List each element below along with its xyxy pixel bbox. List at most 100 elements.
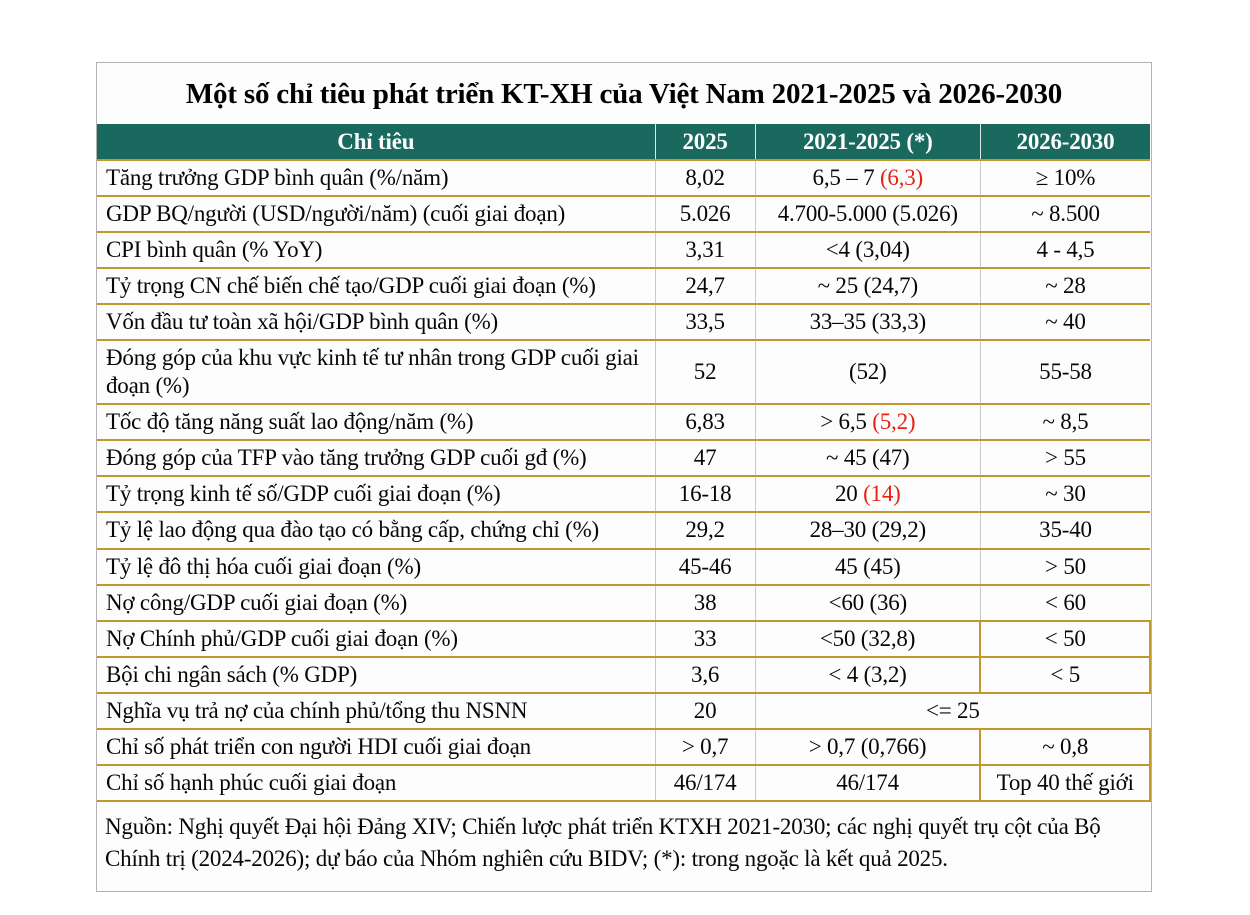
value-plan: 45 (45): [754, 547, 981, 585]
table-row: Chỉ số phát triển con người HDI cuối gia…: [97, 727, 1151, 765]
plan-result-red: (14): [863, 481, 901, 507]
indicator-label: Chỉ số hạnh phúc cuối giai đoạn: [97, 763, 656, 802]
header-row: Chỉ tiêu 2025 2021-2025 (*) 2026-2030: [97, 124, 1150, 160]
value-plan: 33–35 (33,3): [754, 303, 981, 341]
table-row: Tỷ lệ lao động qua đào tạo có bằng cấp, …: [97, 511, 1150, 549]
table-row: Vốn đầu tư toàn xã hội/GDP bình quân (%)…: [97, 303, 1150, 341]
value-2026-2030: < 60: [979, 583, 1150, 621]
value-plan: 20 (14): [754, 475, 981, 513]
table-row: Đóng góp của TFP vào tăng trưởng GDP cuố…: [97, 439, 1150, 477]
table-row: CPI bình quân (% YoY) 3,31 <4 (3,04) 4 -…: [97, 231, 1150, 269]
table-row: Đóng góp của khu vực kinh tế tư nhân tro…: [97, 339, 1150, 405]
indicator-label: Tỷ trọng kinh tế số/GDP cuối giai đoạn (…: [97, 475, 656, 513]
value-2025: > 0,7: [654, 727, 756, 765]
value-2026-2030: ~ 8,5: [979, 403, 1150, 441]
indicator-label: Nghĩa vụ trả nợ của chính phủ/tổng thu N…: [97, 691, 656, 729]
value-plan: ~ 45 (47): [754, 439, 981, 477]
value-2025: 33: [654, 619, 756, 657]
value-2026-2030: 55-58: [979, 339, 1150, 405]
plan-main: ~ 45 (47): [826, 445, 910, 471]
value-plan: > 0,7 (0,766): [754, 727, 981, 765]
plan-main: <4 (3,04): [825, 237, 910, 263]
value-2025: 16-18: [654, 475, 756, 513]
value-plan: ~ 25 (24,7): [754, 267, 981, 305]
value-2026-2030: ~ 40: [979, 303, 1150, 341]
indicator-label: Bội chi ngân sách (% GDP): [97, 655, 656, 693]
indicator-label: Tỷ lệ lao động qua đào tạo có bằng cấp, …: [97, 511, 656, 549]
table-row: GDP BQ/người (USD/người/năm) (cuối giai …: [97, 195, 1150, 233]
plan-main: > 0,7 (0,766): [808, 733, 927, 759]
value-2026-2030: ~ 0,8: [979, 727, 1151, 765]
plan-main: ~ 25 (24,7): [817, 273, 919, 299]
value-2026-2030: Top 40 thế giới: [979, 763, 1151, 802]
table-row: Tỷ trọng CN chế biến chế tạo/GDP cuối gi…: [97, 267, 1150, 305]
value-2026-2030: ~ 30: [979, 475, 1150, 513]
table-row: Nợ công/GDP cuối giai đoạn (%) 38 <60 (3…: [97, 583, 1150, 621]
indicator-label: Tỷ trọng CN chế biến chế tạo/GDP cuối gi…: [97, 267, 656, 305]
column-header-2026-2030: 2026-2030: [979, 124, 1150, 160]
plan-main: 20: [834, 481, 864, 507]
plan-result-red: (6,3): [879, 165, 924, 190]
value-2025: 20: [654, 691, 756, 729]
value-plan: 4.700-5.000 (5.026): [754, 195, 981, 233]
value-2025: 24,7: [654, 267, 756, 305]
value-2026-2030: 4 - 4,5: [979, 231, 1150, 269]
value-2025: 38: [654, 583, 756, 621]
value-2025: 6,83: [654, 403, 756, 441]
plan-main: 28–30 (29,2): [809, 517, 927, 543]
value-2025: 29,2: [654, 511, 756, 549]
column-header-2025: 2025: [654, 124, 756, 160]
table-row: Tốc độ tăng năng suất lao động/năm (%) 6…: [97, 403, 1150, 441]
plan-main: 45 (45): [834, 553, 901, 579]
value-2025: 46/174: [654, 763, 756, 802]
table-row: Chỉ số hạnh phúc cuối giai đoạn 46/174 4…: [97, 763, 1151, 802]
plan-main: 4.700-5.000 (5.026): [777, 201, 958, 227]
value-2025: 33,5: [654, 303, 756, 341]
indicator-label: Chỉ số phát triển con người HDI cuối gia…: [97, 727, 656, 765]
indicator-label: CPI bình quân (% YoY): [97, 231, 656, 269]
value-plan: 6,5 – 7 (6,3): [754, 158, 981, 197]
indicator-label: Tăng trưởng GDP bình quân (%/năm): [97, 158, 656, 197]
plan-main: < 4 (3,2): [828, 661, 907, 687]
indicator-label: GDP BQ/người (USD/người/năm) (cuối giai …: [97, 195, 656, 233]
table-row: Bội chi ngân sách (% GDP) 3,6 < 4 (3,2) …: [97, 655, 1151, 693]
indicator-label: Tỷ lệ đô thị hóa cuối giai đoạn (%): [97, 547, 656, 585]
plan-main: (52): [849, 359, 887, 385]
value-2026-2030: < 5: [979, 655, 1151, 693]
value-plan: <4 (3,04): [754, 231, 981, 269]
value-2026-2030: ~ 28: [979, 267, 1150, 305]
value-2025: 3,31: [654, 231, 756, 269]
plan-main: 33–35 (33,3): [809, 309, 927, 335]
column-header-indicator: Chỉ tiêu: [97, 124, 656, 160]
value-2026-2030: > 55: [979, 439, 1150, 477]
value-plan: > 6,5 (5,2): [754, 403, 981, 441]
table-row: Tỷ trọng kinh tế số/GDP cuối giai đoạn (…: [97, 475, 1150, 513]
page-title: Một số chỉ tiêu phát triển KT-XH của Việ…: [185, 78, 1063, 110]
value-2026-2030: ~ 8.500: [979, 195, 1150, 233]
value-2025: 47: [654, 439, 756, 477]
indicator-label: Đóng góp của TFP vào tăng trưởng GDP cuố…: [97, 439, 656, 477]
value-plan: <60 (36): [754, 583, 981, 621]
value-2025: 5.026: [654, 195, 756, 233]
table-row: Nợ Chính phủ/GDP cuối giai đoạn (%) 33 <…: [97, 619, 1151, 657]
indicator-label: Vốn đầu tư toàn xã hội/GDP bình quân (%): [97, 303, 656, 341]
value-2025: 52: [654, 339, 756, 405]
plan-main: <= 25: [925, 697, 980, 723]
value-plan-merged: <= 25: [754, 691, 1150, 729]
value-plan: <50 (32,8): [754, 619, 981, 657]
plan-main: <60 (36): [828, 589, 908, 615]
plan-main: > 6,5: [820, 409, 873, 435]
plan-main: <50 (32,8): [819, 625, 916, 651]
value-2025: 45-46: [654, 547, 756, 585]
table-frame: Một số chỉ tiêu phát triển KT-XH của Việ…: [96, 62, 1152, 893]
value-2026-2030: > 50: [979, 547, 1150, 585]
value-2025: 8,02: [654, 158, 756, 197]
value-2026-2030: ≥ 10%: [979, 158, 1150, 197]
value-2026-2030: < 50: [979, 619, 1151, 657]
value-plan: 46/174: [754, 763, 981, 802]
value-plan: < 4 (3,2): [754, 655, 981, 693]
plan-main: 6,5 – 7: [812, 165, 880, 190]
indicators-table: Chỉ tiêu 2025 2021-2025 (*) 2026-2030 Tă…: [97, 124, 1151, 802]
table-row: Tăng trưởng GDP bình quân (%/năm) 8,02 6…: [97, 158, 1150, 197]
column-header-2021-2025: 2021-2025 (*): [754, 124, 981, 160]
